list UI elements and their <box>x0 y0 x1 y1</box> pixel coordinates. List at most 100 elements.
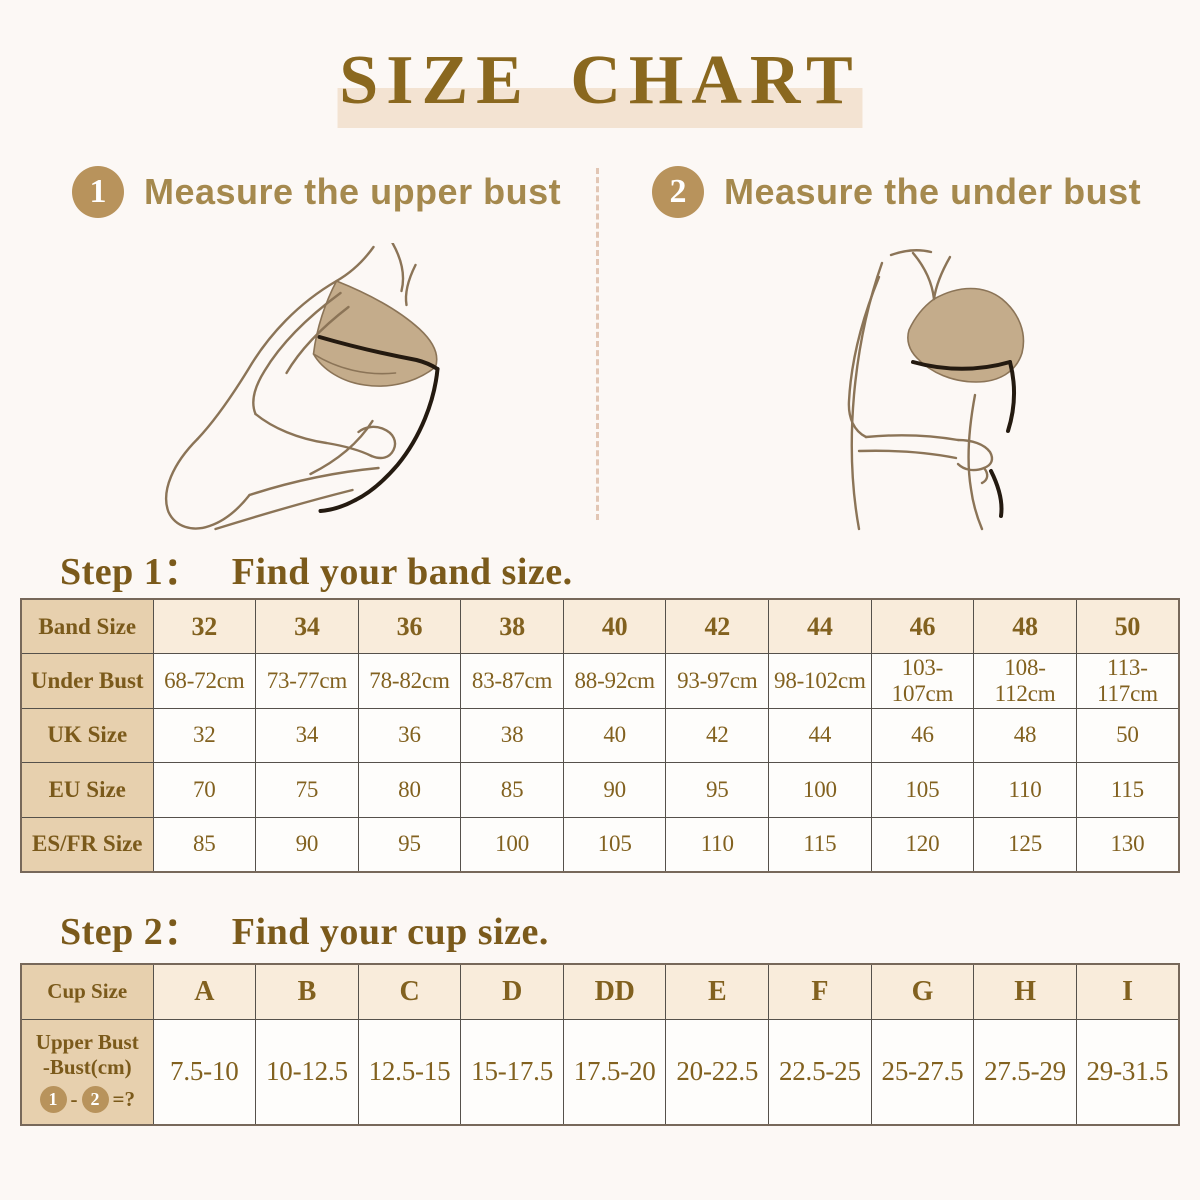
measure-step-1-label: Measure the upper bust <box>144 171 562 212</box>
size-cell: 130 <box>1075 816 1180 872</box>
measure-step-2-header: 2 Measure the under bust <box>652 166 1141 218</box>
step-2-badge-icon: 2 <box>652 166 704 218</box>
size-cell: 90 <box>562 762 667 818</box>
size-cell: 27.5-29 <box>973 1018 1077 1126</box>
size-cell: 73-77cm <box>255 653 359 709</box>
row-label-line: Upper Bust <box>35 1030 139 1055</box>
table-row: Upper Bust -Bust(cm) 1-2 =? 7.5-10 10-12.5 12.… <box>20 1018 1180 1126</box>
size-cell: 34 <box>255 598 359 654</box>
size-cell: 83-87cm <box>460 653 564 709</box>
size-cell: D <box>460 963 564 1020</box>
size-cell: 25-27.5 <box>870 1018 975 1126</box>
size-cell: 44 <box>768 707 872 763</box>
step2-heading: Step 2： Find your cup size. <box>60 900 549 955</box>
cup-size-table: Cup Size A B C D DD E F G H I Upper Bust -Bust(cm) 1-… <box>20 963 1180 1126</box>
table-row: ES/FR Size 85 90 95 100 105 110 115 120 125 130 <box>20 816 1180 872</box>
row-label: UK Size <box>20 707 154 763</box>
size-cell: 80 <box>357 762 462 818</box>
size-cell: 105 <box>870 762 975 818</box>
size-cell: 100 <box>768 762 872 818</box>
size-cell: C <box>357 963 462 1020</box>
page-title: SIZE CHART <box>339 42 861 119</box>
size-cell: 32 <box>152 707 257 763</box>
measure-step-2-label: Measure the under bust <box>724 171 1142 212</box>
size-cell: 93-97cm <box>665 653 770 709</box>
under-bust-figure-illustration <box>763 243 1193 531</box>
size-cell: 78-82cm <box>357 653 462 709</box>
step2-heading-prefix: Step 2： <box>60 911 202 953</box>
size-cell: 17.5-20 <box>562 1018 667 1126</box>
size-cell: 103-107cm <box>870 653 975 709</box>
size-cell: 115 <box>768 816 872 872</box>
size-cell: 68-72cm <box>152 653 257 709</box>
size-cell: 125 <box>973 816 1077 872</box>
band-size-table: Band Size 32 34 36 38 40 42 44 46 48 50 Under Bust 6… <box>20 598 1180 873</box>
size-cell: 110 <box>665 816 770 872</box>
step1-heading-text: Find your band size. <box>231 551 573 593</box>
size-cell: 36 <box>357 707 462 763</box>
size-cell: DD <box>562 963 667 1020</box>
size-cell: 95 <box>665 762 770 818</box>
table-row: Under Bust 68-72cm 73-77cm 78-82cm 83-87cm 88… <box>20 653 1180 709</box>
size-cell: 10-12.5 <box>255 1018 359 1126</box>
measure-step-1-header: 1 Measure the upper bust <box>72 166 561 218</box>
size-cell: 15-17.5 <box>460 1018 564 1126</box>
vertical-dashed-divider <box>596 168 599 520</box>
size-cell: 40 <box>562 598 667 654</box>
step1-heading: Step 1： Find your band size. <box>60 540 573 595</box>
size-cell: 20-22.5 <box>665 1018 770 1126</box>
size-cell: 44 <box>768 598 872 654</box>
size-cell: F <box>768 963 872 1020</box>
size-cell: G <box>870 963 975 1020</box>
table-row: Cup Size A B C D DD E F G H I <box>20 963 1180 1020</box>
equals-question: =? <box>112 1087 135 1112</box>
row-label: Cup Size <box>20 963 154 1020</box>
size-cell: 48 <box>973 707 1077 763</box>
size-cell: 75 <box>255 762 359 818</box>
size-cell: 110 <box>973 762 1077 818</box>
size-cell: 34 <box>255 707 359 763</box>
row-label: Band Size <box>20 598 154 654</box>
cup-formula: 1-2 =? <box>24 1086 151 1114</box>
size-cell: 32 <box>152 598 257 654</box>
size-cell: 88-92cm <box>562 653 667 709</box>
size-cell: 42 <box>665 707 770 763</box>
size-cell: 22.5-25 <box>768 1018 872 1126</box>
size-cell: 38 <box>460 707 564 763</box>
row-label-line: -Bust(cm) <box>42 1055 132 1080</box>
upper-bust-figure-illustration <box>150 241 595 531</box>
size-cell: 85 <box>152 816 257 872</box>
size-cell: 12.5-15 <box>357 1018 462 1126</box>
table-row: Band Size 32 34 36 38 40 42 44 46 48 50 <box>20 598 1180 654</box>
circle-2-icon: 2 <box>81 1086 109 1114</box>
size-cell: I <box>1075 963 1180 1020</box>
size-cell: 70 <box>152 762 257 818</box>
size-cell: H <box>973 963 1077 1020</box>
size-cell: 38 <box>460 598 564 654</box>
size-cell: 50 <box>1075 707 1180 763</box>
size-cell: 100 <box>460 816 564 872</box>
row-label: Upper Bust -Bust(cm) 1-2 =? <box>20 1018 154 1126</box>
title-highlight-band <box>337 88 863 128</box>
table-row: EU Size 70 75 80 85 90 95 100 105 110 115 <box>20 762 1180 818</box>
size-cell: 46 <box>870 598 975 654</box>
size-cell: 42 <box>665 598 770 654</box>
size-cell: 98-102cm <box>768 653 872 709</box>
size-cell: A <box>152 963 257 1020</box>
step1-heading-prefix: Step 1： <box>60 551 202 593</box>
size-cell: E <box>665 963 770 1020</box>
step-1-badge-icon: 1 <box>72 166 124 218</box>
step2-heading-text: Find your cup size. <box>231 911 549 953</box>
size-cell: 95 <box>357 816 462 872</box>
size-cell: 108-112cm <box>973 653 1077 709</box>
size-cell: 115 <box>1075 762 1180 818</box>
row-label: Under Bust <box>20 653 154 709</box>
size-cell: 40 <box>562 707 667 763</box>
size-cell: 50 <box>1075 598 1180 654</box>
size-cell: 7.5-10 <box>152 1018 257 1126</box>
circle-1-icon: 1 <box>39 1086 67 1114</box>
size-cell: 120 <box>870 816 975 872</box>
size-cell: 36 <box>357 598 462 654</box>
size-cell: 105 <box>562 816 667 872</box>
size-cell: 46 <box>870 707 975 763</box>
